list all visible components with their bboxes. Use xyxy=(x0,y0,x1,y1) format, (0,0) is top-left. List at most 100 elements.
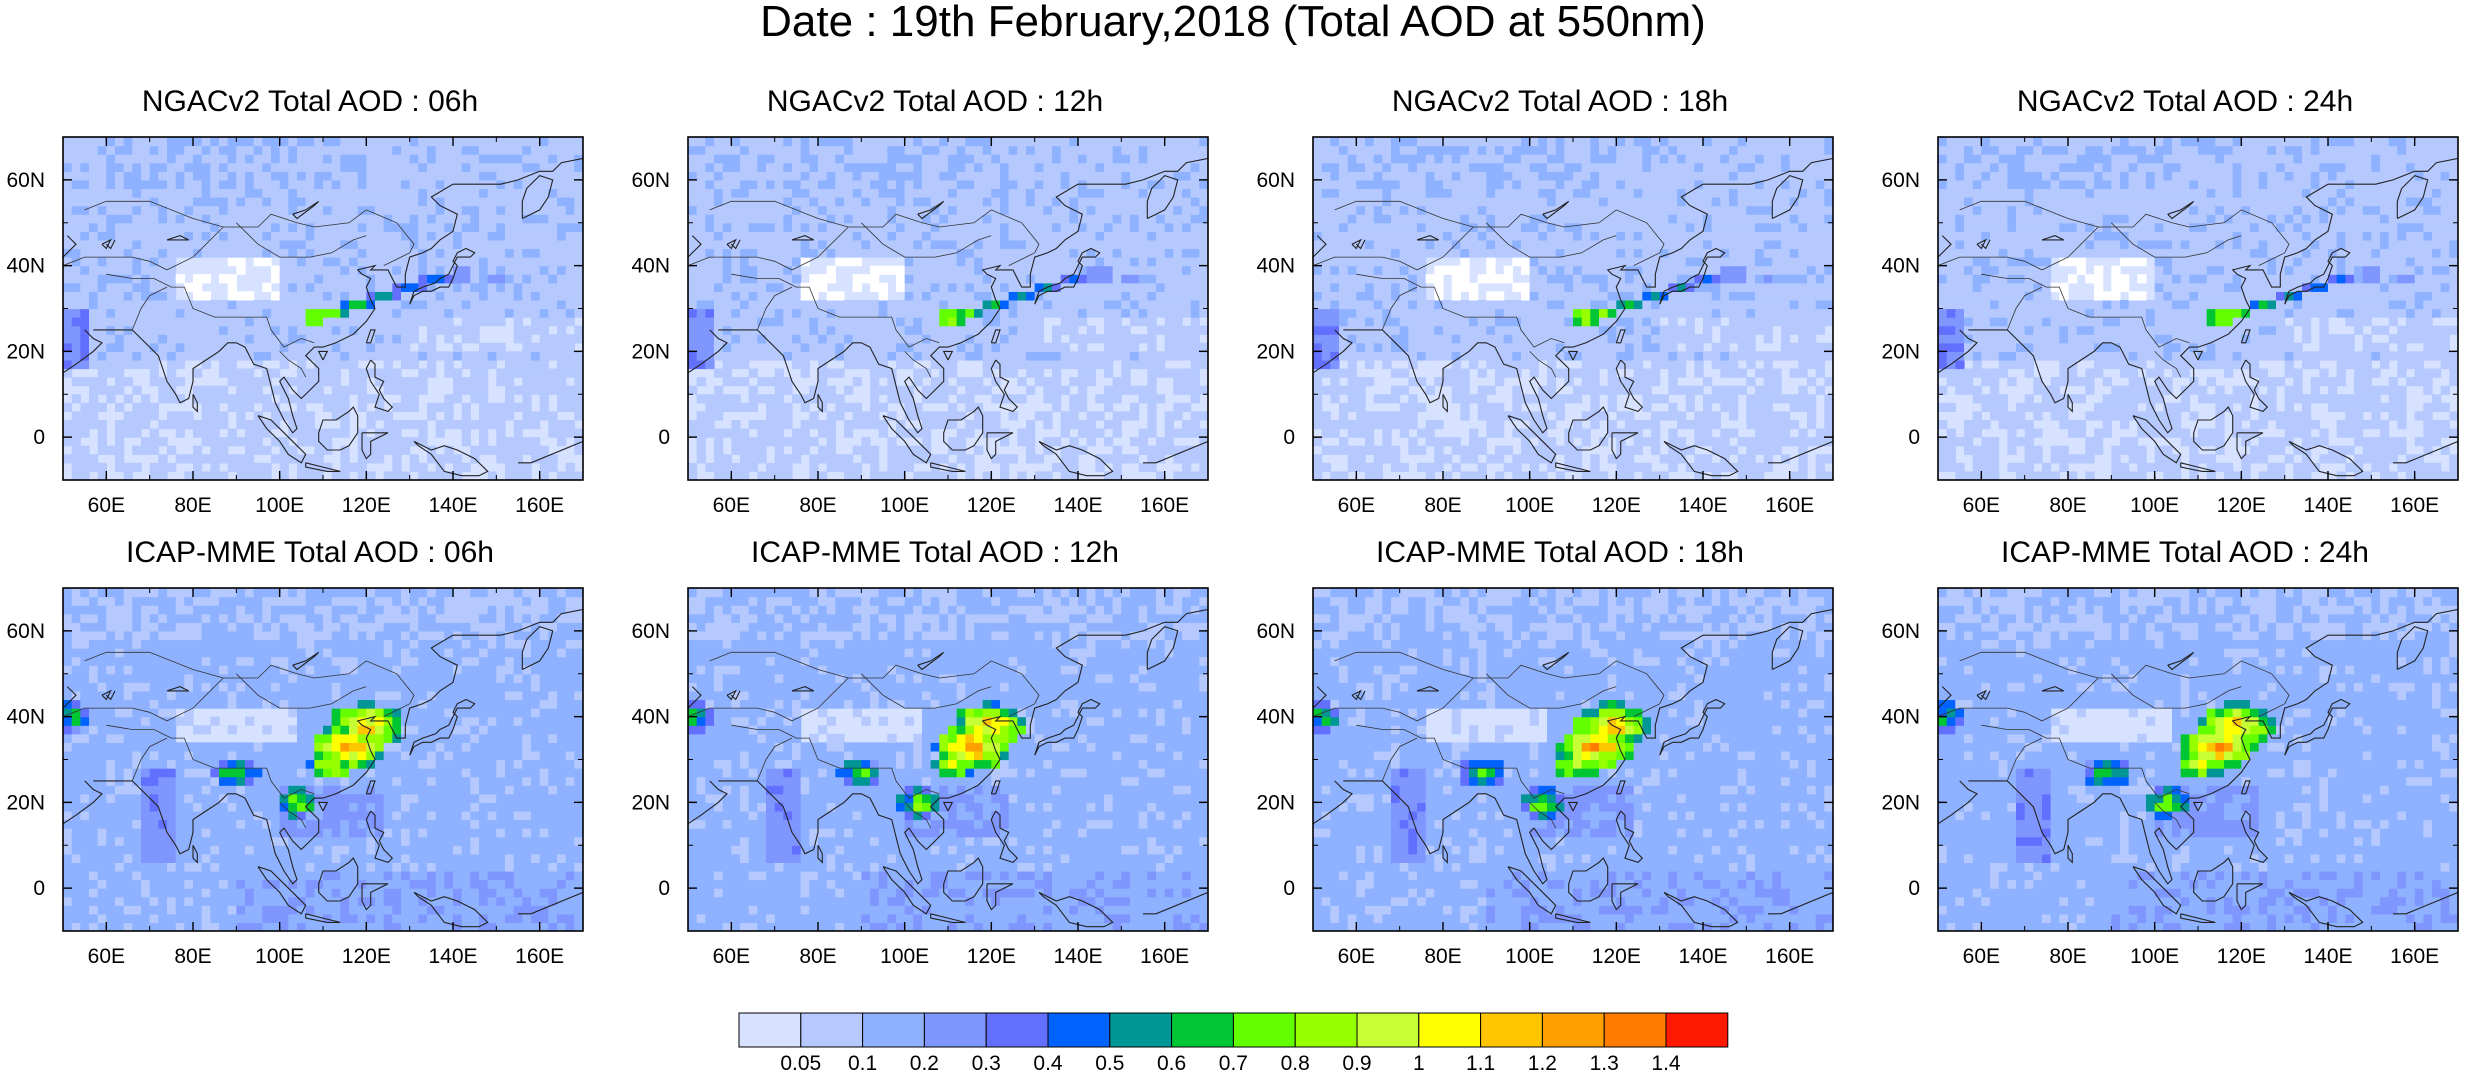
colorbar-label: 1.4 xyxy=(1651,1052,1681,1072)
colorbar-swatch xyxy=(986,1013,1048,1047)
lon-tick-label: 100E xyxy=(880,945,929,968)
lon-tick-label: 80E xyxy=(1424,494,1461,517)
lon-tick-label: 100E xyxy=(1505,945,1554,968)
lon-tick-label: 100E xyxy=(255,945,304,968)
lon-tick-label: 160E xyxy=(1765,494,1814,517)
colorbar-swatch xyxy=(1048,1013,1110,1047)
lon-tick-label: 60E xyxy=(713,494,750,517)
lat-tick-label: 60N xyxy=(1256,169,1295,192)
colorbar-label: 0.05 xyxy=(780,1052,821,1072)
colorbar-swatch xyxy=(1419,1013,1481,1047)
colorbar-swatch xyxy=(1110,1013,1172,1047)
lat-tick-label: 0 xyxy=(1908,877,1920,900)
lat-tick-label: 40N xyxy=(1881,706,1920,729)
lon-tick-label: 160E xyxy=(1765,945,1814,968)
lat-tick-label: 20N xyxy=(631,340,670,363)
lon-tick-label: 60E xyxy=(1963,494,2000,517)
lon-tick-label: 60E xyxy=(1963,945,2000,968)
colorbar-label: 0.8 xyxy=(1281,1052,1310,1072)
lon-tick-label: 140E xyxy=(1053,945,1102,968)
lat-tick-label: 20N xyxy=(1881,340,1920,363)
colorbar-swatch xyxy=(863,1013,925,1047)
lon-tick-label: 140E xyxy=(1053,494,1102,517)
lon-tick-label: 80E xyxy=(799,494,836,517)
lat-tick-label: 20N xyxy=(1256,791,1295,814)
lon-tick-label: 120E xyxy=(2217,494,2266,517)
lat-tick-label: 60N xyxy=(1256,620,1295,643)
lat-tick-label: 40N xyxy=(1256,706,1295,729)
lat-tick-label: 60N xyxy=(631,620,670,643)
lon-tick-label: 160E xyxy=(1140,494,1189,517)
colorbar-label: 0.5 xyxy=(1095,1052,1124,1072)
lon-tick-label: 60E xyxy=(88,494,125,517)
colorbar-label: 0.3 xyxy=(972,1052,1001,1072)
colorbar-swatch xyxy=(1604,1013,1666,1047)
lon-tick-label: 120E xyxy=(967,494,1016,517)
colorbar-swatch xyxy=(1481,1013,1543,1047)
lon-tick-label: 140E xyxy=(428,945,477,968)
colorbar-swatch xyxy=(924,1013,986,1047)
lat-tick-label: 20N xyxy=(6,340,45,363)
lat-tick-label: 0 xyxy=(1283,877,1295,900)
lat-tick-label: 20N xyxy=(6,791,45,814)
colorbar-label: 1 xyxy=(1413,1052,1425,1072)
lon-tick-label: 120E xyxy=(2217,945,2266,968)
colorbar-swatch xyxy=(739,1013,801,1047)
lon-tick-label: 100E xyxy=(1505,494,1554,517)
lon-tick-label: 140E xyxy=(428,494,477,517)
lon-tick-label: 160E xyxy=(515,945,564,968)
colorbar-swatch xyxy=(1172,1013,1234,1047)
lat-tick-label: 40N xyxy=(1881,255,1920,278)
colorbar-label: 0.4 xyxy=(1033,1052,1063,1072)
lat-tick-label: 40N xyxy=(631,255,670,278)
lat-tick-label: 60N xyxy=(1881,169,1920,192)
colorbar-swatch xyxy=(801,1013,863,1047)
lat-tick-label: 40N xyxy=(6,255,45,278)
lon-tick-label: 60E xyxy=(1338,494,1375,517)
lat-tick-label: 0 xyxy=(1283,426,1295,449)
colorbar-label: 1.1 xyxy=(1466,1052,1495,1072)
lon-tick-label: 80E xyxy=(174,494,211,517)
lon-tick-label: 100E xyxy=(880,494,929,517)
lon-tick-label: 120E xyxy=(1592,945,1641,968)
lon-tick-label: 120E xyxy=(1592,494,1641,517)
lon-tick-label: 120E xyxy=(342,494,391,517)
lon-tick-label: 140E xyxy=(1678,494,1727,517)
lon-tick-label: 140E xyxy=(2303,945,2352,968)
lat-tick-label: 20N xyxy=(1881,791,1920,814)
lon-tick-label: 60E xyxy=(1338,945,1375,968)
colorbar-label: 1.2 xyxy=(1528,1052,1557,1072)
colorbar-swatch xyxy=(1542,1013,1604,1047)
colorbar-label: 0.9 xyxy=(1342,1052,1371,1072)
colorbar-label: 0.2 xyxy=(910,1052,939,1072)
colorbar-label: 0.1 xyxy=(848,1052,877,1072)
lon-tick-label: 160E xyxy=(1140,945,1189,968)
lat-tick-label: 40N xyxy=(631,706,670,729)
lat-tick-label: 0 xyxy=(658,426,670,449)
colorbar-label: 0.6 xyxy=(1157,1052,1186,1072)
lon-tick-label: 160E xyxy=(2390,494,2439,517)
colorbar-swatch xyxy=(1357,1013,1419,1047)
colorbar-label: 1.3 xyxy=(1590,1052,1619,1072)
lat-tick-label: 20N xyxy=(1256,340,1295,363)
aod-map: 60E 80E 100E 120E 140E 160E 60N 40N 20N 0 xyxy=(1250,85,1870,525)
lat-tick-label: 40N xyxy=(1256,255,1295,278)
colorbar-swatch xyxy=(1233,1013,1295,1047)
figure-title: Date : 19th February,2018 (Total AOD at … xyxy=(0,0,2466,44)
colorbar-swatch xyxy=(1295,1013,1357,1047)
lon-tick-label: 80E xyxy=(174,945,211,968)
lon-tick-label: 60E xyxy=(88,945,125,968)
lat-tick-label: 0 xyxy=(33,877,45,900)
